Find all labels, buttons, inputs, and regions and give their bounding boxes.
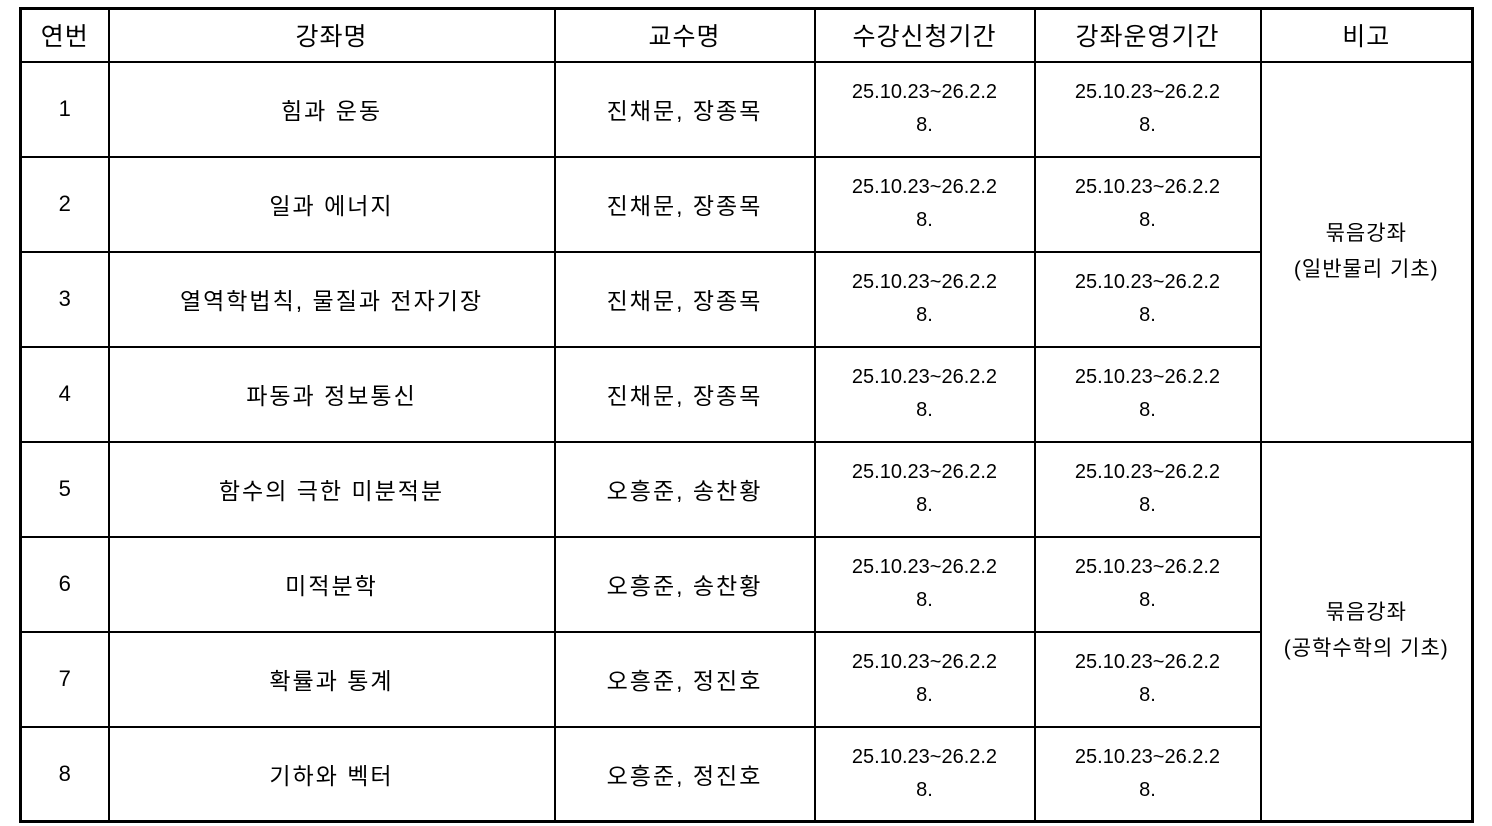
operation-period-text: 25.10.23~26.2.28. xyxy=(1074,745,1221,801)
cell-professor: 진채문, 장종목 xyxy=(553,60,816,158)
operation-period-text: 25.10.23~26.2.28. xyxy=(1074,176,1221,231)
cell-course: 힘과 운동 xyxy=(107,60,556,158)
header-professor: 교수명 xyxy=(553,7,816,63)
cell-apply-period: 25.10.23~26.2.28. xyxy=(813,345,1036,443)
cell-apply-period: 25.10.23~26.2.28. xyxy=(813,725,1036,823)
operation-period-text: 25.10.23~26.2.28. xyxy=(1074,651,1221,706)
apply-period-text: 25.10.23~26.2.28. xyxy=(851,745,998,801)
table-row: 7 확률과 통계 오흥준, 정진호 25.10.23~26.2.28. 25.1… xyxy=(19,630,1473,728)
cell-professor: 오흥준, 정진호 xyxy=(553,630,816,728)
table-row: 5 함수의 극한 미분적분 오흥준, 송찬황 25.10.23~26.2.28.… xyxy=(19,440,1474,823)
operation-period-text: 25.10.23~26.2.28. xyxy=(1074,81,1221,136)
cell-no: 5 xyxy=(19,440,110,538)
cell-course: 일과 에너지 xyxy=(107,155,556,253)
table-row: 1 힘과 운동 진채문, 장종목 25.10.23~26.2.28. 25.10… xyxy=(19,60,1474,443)
cell-no: 3 xyxy=(19,250,110,348)
remark-line-2: (공학수학의 기초) xyxy=(1283,637,1449,661)
cell-course: 함수의 극한 미분적분 xyxy=(107,440,556,538)
remark-line-2: (일반물리 기초) xyxy=(1293,257,1439,281)
operation-period-text: 25.10.23~26.2.28. xyxy=(1074,461,1221,516)
cell-remark-group-2: 묶음강좌 (공학수학의 기초) xyxy=(1259,440,1474,823)
cell-no: 4 xyxy=(19,345,110,443)
apply-period-text: 25.10.23~26.2.28. xyxy=(851,366,998,421)
header-course-name: 강좌명 xyxy=(107,7,556,63)
cell-course: 파동과 정보통신 xyxy=(107,345,556,443)
cell-course: 열역학법칙, 물질과 전자기장 xyxy=(107,250,556,348)
table-row: 6 미적분학 오흥준, 송찬황 25.10.23~26.2.28. 25.10.… xyxy=(19,535,1473,633)
cell-operation-period: 25.10.23~26.2.28. xyxy=(1033,630,1262,728)
cell-operation-period: 25.10.23~26.2.28. xyxy=(1033,440,1262,538)
apply-period-text: 25.10.23~26.2.28. xyxy=(851,176,998,231)
cell-remark-group-1: 묶음강좌 (일반물리 기초) xyxy=(1259,60,1474,443)
cell-no: 7 xyxy=(19,630,110,728)
cell-professor: 오흥준, 송찬황 xyxy=(553,535,816,633)
cell-professor: 진채문, 장종목 xyxy=(553,155,816,253)
operation-period-text: 25.10.23~26.2.28. xyxy=(1074,556,1221,611)
operation-period-text: 25.10.23~26.2.28. xyxy=(1074,271,1221,326)
cell-apply-period: 25.10.23~26.2.28. xyxy=(813,440,1036,538)
cell-professor: 진채문, 장종목 xyxy=(553,345,816,443)
cell-operation-period: 25.10.23~26.2.28. xyxy=(1033,155,1262,253)
cell-operation-period: 25.10.23~26.2.28. xyxy=(1033,535,1262,633)
remark-line-1: 묶음강좌 xyxy=(1325,601,1407,625)
operation-period-text: 25.10.23~26.2.28. xyxy=(1074,366,1221,421)
header-note: 비고 xyxy=(1259,7,1474,63)
cell-operation-period: 25.10.23~26.2.28. xyxy=(1033,250,1262,348)
table-row: 8 기하와 벡터 오흥준, 정진호 25.10.23~26.2.28. 25.1… xyxy=(19,725,1473,823)
table-row: 4 파동과 정보통신 진채문, 장종목 25.10.23~26.2.28. 25… xyxy=(19,345,1473,443)
remark-line-1: 묶음강좌 xyxy=(1325,221,1407,245)
cell-operation-period: 25.10.23~26.2.28. xyxy=(1033,60,1262,158)
apply-period-text: 25.10.23~26.2.28. xyxy=(851,81,998,136)
cell-professor: 오흥준, 송찬황 xyxy=(553,440,816,538)
cell-no: 2 xyxy=(19,155,110,253)
header-operation-period: 강좌운영기간 xyxy=(1033,7,1262,63)
cell-course: 확률과 통계 xyxy=(107,630,556,728)
table-row: 3 열역학법칙, 물질과 전자기장 진채문, 장종목 25.10.23~26.2… xyxy=(19,250,1473,348)
cell-professor: 진채문, 장종목 xyxy=(553,250,816,348)
cell-apply-period: 25.10.23~26.2.28. xyxy=(813,630,1036,728)
cell-apply-period: 25.10.23~26.2.28. xyxy=(813,60,1036,158)
cell-course: 미적분학 xyxy=(107,535,556,633)
apply-period-text: 25.10.23~26.2.28. xyxy=(851,651,998,706)
table-header-row: 연번 강좌명 교수명 수강신청기간 강좌운영기간 비고 xyxy=(19,7,1474,63)
course-list-table: 연번 강좌명 교수명 수강신청기간 강좌운영기간 비고 1 힘과 운동 진채문,… xyxy=(19,7,1474,823)
header-apply-period: 수강신청기간 xyxy=(813,7,1036,63)
cell-no: 6 xyxy=(19,535,110,633)
apply-period-text: 25.10.23~26.2.28. xyxy=(851,461,998,516)
cell-apply-period: 25.10.23~26.2.28. xyxy=(813,155,1036,253)
table-row: 2 일과 에너지 진채문, 장종목 25.10.23~26.2.28. 25.1… xyxy=(19,155,1473,253)
cell-course: 기하와 벡터 xyxy=(107,725,556,823)
header-no: 연번 xyxy=(19,7,110,63)
cell-operation-period: 25.10.23~26.2.28. xyxy=(1033,725,1262,823)
apply-period-text: 25.10.23~26.2.28. xyxy=(851,556,998,611)
cell-no: 8 xyxy=(19,725,110,823)
apply-period-text: 25.10.23~26.2.28. xyxy=(851,271,998,326)
cell-professor: 오흥준, 정진호 xyxy=(553,725,816,823)
cell-no: 1 xyxy=(19,60,110,158)
cell-apply-period: 25.10.23~26.2.28. xyxy=(813,535,1036,633)
cell-apply-period: 25.10.23~26.2.28. xyxy=(813,250,1036,348)
cell-operation-period: 25.10.23~26.2.28. xyxy=(1033,345,1262,443)
